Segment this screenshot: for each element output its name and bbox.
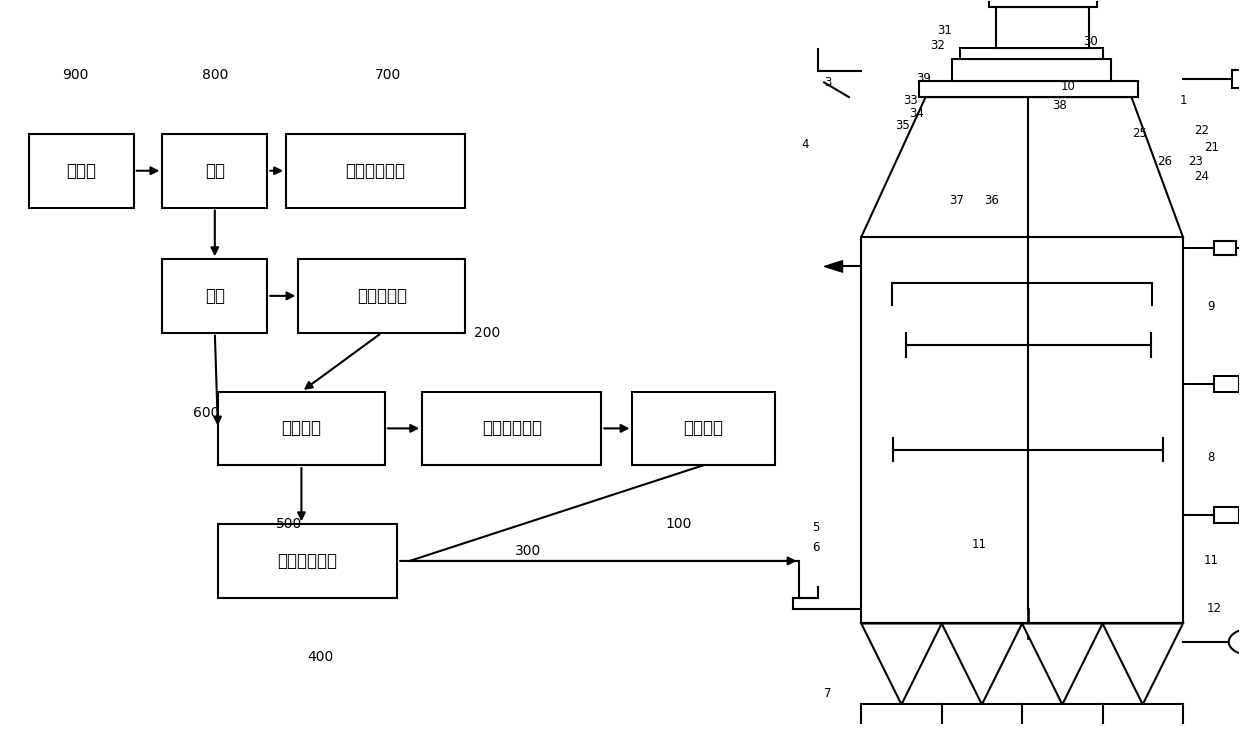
Text: 23: 23 — [1188, 155, 1203, 168]
Text: 21: 21 — [1204, 140, 1219, 154]
Text: 200: 200 — [474, 326, 500, 340]
Text: 600: 600 — [193, 406, 219, 420]
Text: 500: 500 — [277, 517, 303, 531]
Text: 25: 25 — [1132, 127, 1147, 140]
Bar — [996, 7, 1089, 48]
Text: 11: 11 — [1204, 554, 1219, 568]
Text: 36: 36 — [983, 194, 998, 207]
Polygon shape — [862, 97, 1183, 237]
Polygon shape — [1022, 624, 1102, 704]
Bar — [952, 59, 1111, 81]
Text: 39: 39 — [915, 72, 930, 85]
Text: 33: 33 — [904, 95, 918, 107]
Bar — [286, 134, 465, 208]
Bar — [988, 0, 1096, 7]
Bar — [29, 134, 134, 208]
Text: 超大超长物件: 超大超长物件 — [346, 162, 405, 180]
Bar — [1233, 70, 1240, 87]
Polygon shape — [941, 624, 1022, 704]
Text: 11: 11 — [971, 538, 986, 551]
Text: 900: 900 — [62, 68, 88, 82]
Text: 32: 32 — [930, 39, 945, 52]
Bar — [632, 392, 775, 466]
Bar — [299, 259, 465, 333]
Bar — [919, 81, 1137, 97]
Text: 6: 6 — [812, 541, 820, 554]
Text: 4: 4 — [802, 138, 810, 151]
Bar — [960, 48, 1104, 59]
Bar — [218, 524, 397, 598]
Bar — [862, 237, 1183, 624]
Text: 26: 26 — [1157, 155, 1172, 168]
Text: 700: 700 — [374, 68, 402, 82]
Text: 100: 100 — [666, 517, 692, 531]
Circle shape — [1229, 629, 1240, 655]
Bar — [162, 134, 268, 208]
Text: 上料输送机: 上料输送机 — [357, 287, 407, 305]
Polygon shape — [825, 261, 843, 272]
Text: 300: 300 — [515, 544, 541, 558]
Text: 1: 1 — [1179, 95, 1187, 107]
Text: 400: 400 — [306, 650, 334, 664]
Text: 筛下物皮带机: 筛下物皮带机 — [278, 552, 337, 570]
Bar — [1214, 241, 1236, 256]
Bar — [1214, 375, 1239, 392]
Text: 31: 31 — [936, 24, 951, 38]
Bar — [1214, 507, 1239, 523]
Text: 3: 3 — [825, 76, 832, 89]
Text: 9: 9 — [1208, 301, 1215, 313]
Text: 12: 12 — [1207, 602, 1221, 616]
Text: 22: 22 — [1194, 123, 1209, 137]
Text: 24: 24 — [1194, 170, 1209, 183]
Polygon shape — [1102, 624, 1183, 704]
Text: 10: 10 — [1060, 80, 1075, 92]
Text: 7: 7 — [825, 687, 832, 700]
Text: 溢槽: 溢槽 — [205, 287, 224, 305]
Bar — [162, 259, 268, 333]
Text: 35: 35 — [895, 118, 909, 132]
Text: 筛上物皮带机: 筛上物皮带机 — [482, 420, 542, 437]
Text: 37: 37 — [949, 194, 963, 207]
Text: 38: 38 — [1052, 100, 1066, 112]
Text: 废弃物: 废弃物 — [66, 162, 97, 180]
Text: 30: 30 — [1083, 35, 1097, 48]
Bar — [422, 392, 601, 466]
Polygon shape — [862, 624, 941, 704]
Text: 粉碎装置: 粉碎装置 — [683, 420, 723, 437]
Text: 800: 800 — [202, 68, 228, 82]
Text: 8: 8 — [1208, 452, 1215, 464]
Text: 分离装置: 分离装置 — [281, 420, 321, 437]
Text: 格冊: 格冊 — [205, 162, 224, 180]
Bar — [218, 392, 384, 466]
Text: 34: 34 — [909, 107, 924, 120]
Text: 5: 5 — [812, 521, 820, 534]
